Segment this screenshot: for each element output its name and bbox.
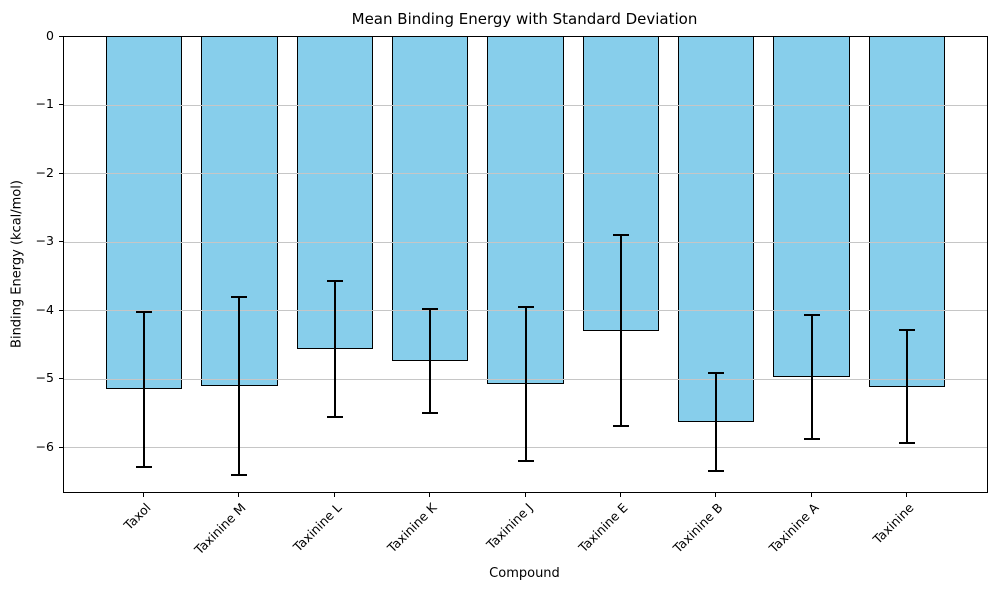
error-bar-cap-top [898,328,915,331]
error-bar-cap-bottom [326,416,343,419]
x-tick-mark [429,493,431,497]
x-tick-label: Taxinine K [384,500,440,556]
bar [678,37,755,423]
error-bar-cap-top [612,233,629,236]
x-tick-mark [810,493,812,497]
plot-area [63,36,988,493]
x-tick-mark [619,493,621,497]
y-axis-label: Binding Energy (kcal/mol) [9,180,25,348]
bar [868,37,946,387]
gridline [64,104,987,106]
error-bar-cap-bottom [517,459,534,462]
x-tick-label: Taxinine J [482,500,536,553]
x-tick-mark [524,493,526,497]
y-tick-mark [59,378,63,380]
error-bar-cap-bottom [803,438,820,441]
error-bar-line [524,307,527,461]
error-bar-cap-bottom [422,411,439,414]
y-tick-label: −5 [35,370,54,386]
x-tick-label: Taxinine [869,500,917,547]
y-tick-mark [59,309,63,311]
x-tick-mark [333,493,335,497]
chart-title: Mean Binding Energy with Standard Deviat… [351,10,698,28]
y-tick-mark [59,172,63,174]
x-tick-mark [238,493,240,497]
error-bar-cap-bottom [136,465,153,468]
error-bar-line [333,280,336,418]
x-tick-label: Taxol [120,500,154,533]
error-bar-cap-top [136,311,153,314]
x-tick-label: Taxinine B [670,500,726,556]
gridline [64,241,987,243]
y-tick-label: −1 [35,96,54,112]
gridline [64,173,987,175]
x-tick-mark [905,493,907,497]
error-bar-cap-top [326,279,343,282]
y-tick-label: −6 [35,438,54,454]
error-bar-line [619,234,622,427]
error-bar-line [905,329,908,444]
error-bar-cap-bottom [708,470,725,473]
error-bar-line [810,314,813,440]
x-tick-label: Taxinine L [289,500,345,555]
error-bar-cap-top [803,313,820,316]
error-bar-cap-top [708,371,725,374]
y-tick-mark [59,36,63,37]
error-bar-cap-bottom [612,425,629,428]
x-tick-mark [143,493,145,497]
y-tick-label: −4 [35,301,54,317]
error-bar-line [715,372,718,472]
x-tick-mark [715,493,717,497]
error-bar-cap-top [231,296,248,298]
y-tick-label: 0 [46,28,54,43]
y-tick-mark [59,104,63,106]
error-bar-line [238,297,241,475]
x-tick-label: Taxinine M [191,500,250,558]
y-tick-mark [59,446,63,448]
error-bar-cap-bottom [898,442,915,445]
y-tick-mark [59,241,63,243]
x-axis-label: Compound [489,566,560,581]
x-tick-label: Taxinine A [765,500,822,556]
y-tick-label: −2 [35,164,54,180]
error-bar-cap-bottom [231,473,248,476]
x-tick-label: Taxinine E [575,500,631,556]
error-bar-line [143,312,146,467]
y-tick-label: −3 [35,233,54,249]
error-bar-cap-top [517,306,534,309]
error-bar-cap-top [422,307,439,310]
error-bar-line [429,308,432,413]
bar [392,37,469,361]
